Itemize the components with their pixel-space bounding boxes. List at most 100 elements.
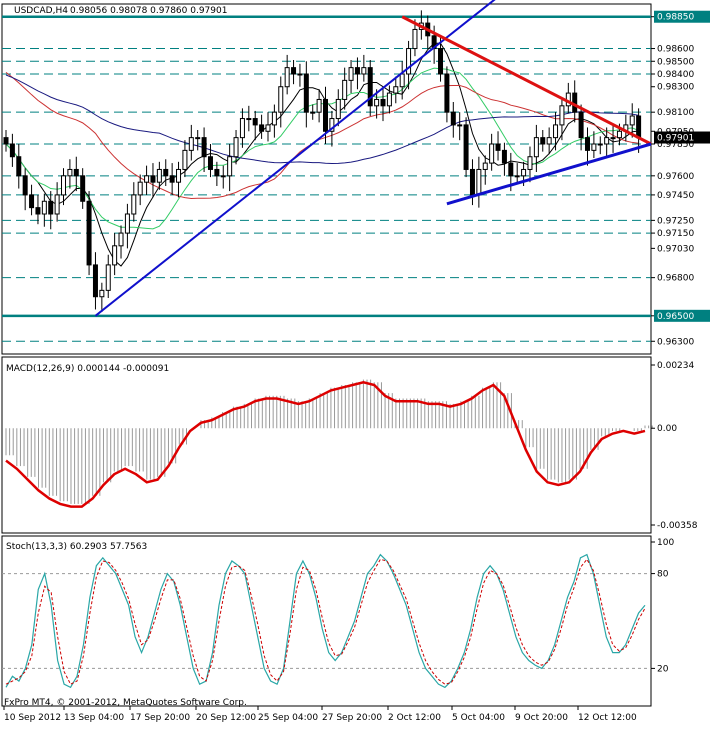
stoch-main-line bbox=[5, 553, 646, 689]
candle-body bbox=[176, 168, 182, 183]
time-tick-label: 20 Sep 12:00 bbox=[196, 713, 256, 723]
candle-body bbox=[297, 73, 303, 76]
candle-body bbox=[406, 48, 412, 75]
price-tick-label: 0.97250 bbox=[657, 216, 694, 226]
candle-body bbox=[310, 111, 316, 114]
candle-body bbox=[207, 156, 213, 170]
candle-body bbox=[233, 137, 239, 158]
current-price-tag-bg bbox=[654, 131, 710, 144]
candle-body bbox=[463, 124, 469, 170]
price-tick-label: 0.97850 bbox=[657, 140, 694, 150]
candle-body bbox=[450, 111, 456, 126]
ma-navy-line bbox=[5, 74, 639, 165]
support-trendline[interactable] bbox=[94, 0, 510, 317]
candle-body bbox=[144, 175, 150, 183]
price-tick-label: 0.98300 bbox=[657, 83, 694, 93]
price-tick-label: 0.96500 bbox=[657, 312, 694, 322]
candle-body bbox=[112, 245, 118, 266]
candle-body bbox=[80, 175, 86, 202]
trendlines[interactable] bbox=[94, 0, 652, 317]
candle-body bbox=[291, 67, 297, 75]
candle-body bbox=[99, 289, 105, 298]
time-tick-label: 17 Sep 20:00 bbox=[130, 713, 190, 723]
candle-body bbox=[246, 118, 252, 121]
candle-body bbox=[546, 137, 552, 145]
candle-body bbox=[374, 98, 380, 107]
candle-body bbox=[495, 143, 501, 151]
candle-body bbox=[16, 156, 22, 177]
stochastic-lines bbox=[2, 553, 651, 689]
panel-frames bbox=[1, 3, 652, 707]
resistance-trendline[interactable] bbox=[401, 15, 652, 146]
candle-body bbox=[348, 67, 354, 81]
panel-frame-3 bbox=[1, 535, 652, 707]
moving-averages bbox=[5, 42, 639, 267]
candle-body bbox=[489, 143, 495, 164]
candle-body bbox=[41, 200, 47, 215]
current-price-label: 0.97901 bbox=[657, 134, 694, 144]
candle-body bbox=[386, 92, 392, 107]
candle-body bbox=[393, 86, 399, 94]
candle-body bbox=[501, 149, 507, 164]
candle-body bbox=[48, 200, 54, 215]
candle-body bbox=[616, 130, 622, 139]
stoch-signal-line bbox=[5, 558, 646, 685]
macd-histogram bbox=[5, 379, 653, 504]
price-tick-label: 0.98600 bbox=[657, 45, 694, 55]
candle-body bbox=[540, 137, 546, 145]
candle-body bbox=[399, 73, 405, 88]
macd-tick-label: 0.00234 bbox=[657, 361, 694, 371]
stoch-tick-label: 20 bbox=[657, 664, 669, 674]
candle-body bbox=[584, 137, 590, 151]
symbol-label: USDCAD,H4 bbox=[14, 6, 68, 16]
candle-body bbox=[284, 67, 290, 88]
candle-body bbox=[195, 137, 201, 140]
macd-tick-label: -0.00358 bbox=[657, 521, 698, 531]
candle-body bbox=[67, 168, 73, 177]
candle-body bbox=[457, 124, 463, 127]
triangle-support-line[interactable] bbox=[446, 142, 652, 206]
candle-body bbox=[124, 213, 130, 234]
macd-axis: 0.00234 0.00 -0.00358 bbox=[651, 361, 698, 531]
candle-body bbox=[521, 168, 527, 177]
candle-body bbox=[252, 118, 258, 126]
candle-body bbox=[169, 175, 175, 183]
candle-body bbox=[380, 98, 386, 107]
candle-body bbox=[214, 168, 220, 177]
candle-body bbox=[150, 175, 156, 183]
candle-body bbox=[9, 143, 15, 158]
chart-header: USDCAD,H4 0.98056 0.98078 0.97860 0.9790… bbox=[14, 6, 227, 16]
candle-body bbox=[629, 115, 635, 126]
ma-green-line bbox=[5, 67, 639, 230]
time-tick-label: 25 Sep 04:00 bbox=[258, 713, 318, 723]
candle-body bbox=[105, 264, 111, 291]
candle-body bbox=[61, 175, 67, 196]
candle-body bbox=[514, 175, 520, 178]
panel-frame-2 bbox=[1, 356, 652, 534]
price-axis: 0.98850 0.98600 0.98500 0.98400 0.98300 0.981… bbox=[651, 10, 710, 347]
time-tick-label: 12 Oct 12:00 bbox=[578, 713, 637, 723]
candle-body bbox=[354, 67, 360, 75]
candle-body bbox=[604, 137, 610, 145]
candle-body bbox=[220, 175, 226, 178]
candle-body bbox=[131, 194, 137, 215]
candle-body bbox=[444, 73, 450, 113]
candle-body bbox=[559, 105, 565, 126]
candle-body bbox=[188, 137, 194, 151]
candle-body bbox=[265, 124, 271, 132]
candle-body bbox=[329, 118, 335, 132]
copyright-text: FxPro MT4, © 2001-2012, MetaQuotes Softw… bbox=[4, 698, 247, 708]
candle-body bbox=[323, 98, 328, 132]
price-tick-label: 0.97600 bbox=[657, 172, 694, 182]
price-tick-label: 0.98400 bbox=[657, 70, 694, 80]
candle-body bbox=[591, 143, 597, 151]
candle-body bbox=[29, 194, 35, 209]
candle-body bbox=[476, 168, 482, 196]
candle-body bbox=[22, 175, 28, 196]
candle-body bbox=[54, 194, 60, 215]
candle-body bbox=[118, 232, 124, 247]
candle-body bbox=[156, 168, 162, 183]
